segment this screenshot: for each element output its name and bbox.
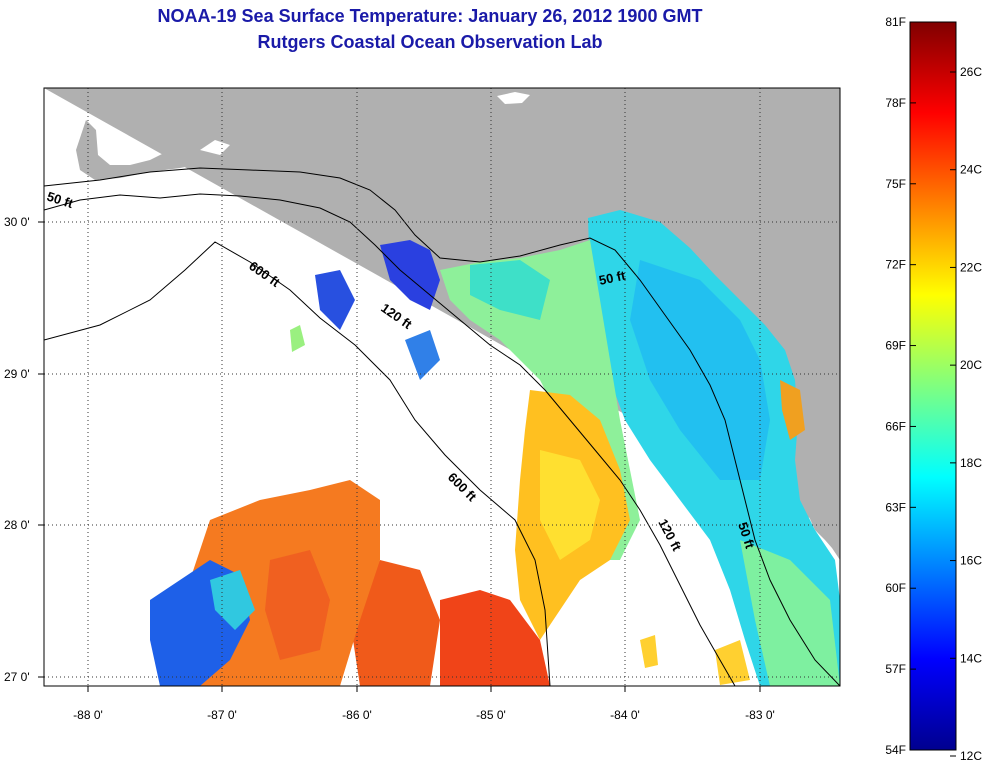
colorbar-c-label: 18C (960, 456, 982, 470)
lon-tick-label: -88 0' (73, 708, 103, 722)
colorbar-c-label: 12C (960, 749, 982, 763)
colorbar-f-label: 81F (885, 15, 906, 29)
sst-patch (640, 635, 658, 668)
sst-patch (715, 640, 750, 685)
graticule (44, 88, 840, 686)
map-subtitle: Rutgers Coastal Ocean Observation Lab (257, 32, 603, 52)
sst-patch (265, 550, 330, 660)
land-mass (44, 88, 840, 560)
lat-tick-label: 29 0' (4, 367, 30, 381)
lat-tick-label: 30 0' (4, 215, 30, 229)
colorbar-f-labels: 81F 78F 75F 72F 69F 66F 63F 60F 57F 54F (885, 15, 916, 757)
bay-shape (200, 140, 230, 155)
sst-patch (470, 260, 550, 320)
sst-patch (290, 325, 305, 352)
colorbar-c-label: 14C (960, 651, 982, 665)
sst-patch (440, 590, 550, 686)
sst-patch (210, 570, 255, 630)
sst-patch (405, 330, 440, 380)
lon-tick-label: -87 0' (207, 708, 237, 722)
bay-shape (497, 92, 530, 104)
sst-patch (740, 540, 840, 686)
colorbar-f-label: 78F (885, 96, 906, 110)
axis-ticks (38, 221, 761, 692)
colorbar-c-label: 24C (960, 163, 982, 177)
colorbar-f-label: 60F (885, 581, 906, 595)
map-border (43, 87, 841, 687)
sst-patch (780, 380, 805, 440)
lon-tick-label: -85 0' (476, 708, 506, 722)
colorbar-c-labels: 26C 24C 22C 20C 18C 16C 14C 12C (950, 65, 982, 763)
colorbar-f-label: 75F (885, 177, 906, 191)
lon-tick-label: -86 0' (342, 708, 372, 722)
contour-600ft (44, 241, 551, 686)
contour-50ft (44, 167, 840, 686)
colorbar-f-label: 63F (885, 500, 906, 514)
sst-patch (540, 450, 600, 560)
colorbar-f-label: 54F (885, 743, 906, 757)
colorbar-c-label: 26C (960, 65, 982, 79)
colorbar-c-label: 20C (960, 358, 982, 372)
contour-label: 50 ft (598, 268, 628, 288)
sst-patch (350, 560, 440, 686)
colorbar (909, 21, 957, 751)
sst-patch (315, 270, 355, 330)
colorbar-f-label: 72F (885, 258, 906, 272)
colorbar-c-label: 16C (960, 554, 982, 568)
map-title: NOAA-19 Sea Surface Temperature: January… (157, 6, 703, 26)
lon-tick-label: -83 0' (745, 708, 775, 722)
lat-tick-label: 27 0' (4, 670, 30, 684)
contour-120ft (44, 193, 736, 686)
sst-patch (380, 240, 440, 310)
lon-tick-label: -84 0' (610, 708, 640, 722)
lat-tick-label: 28 0' (4, 518, 30, 532)
colorbar-c-label: 22C (960, 260, 982, 274)
colorbar-f-label: 57F (885, 662, 906, 676)
colorbar-f-label: 69F (885, 339, 906, 353)
colorbar-f-label: 66F (885, 419, 906, 433)
